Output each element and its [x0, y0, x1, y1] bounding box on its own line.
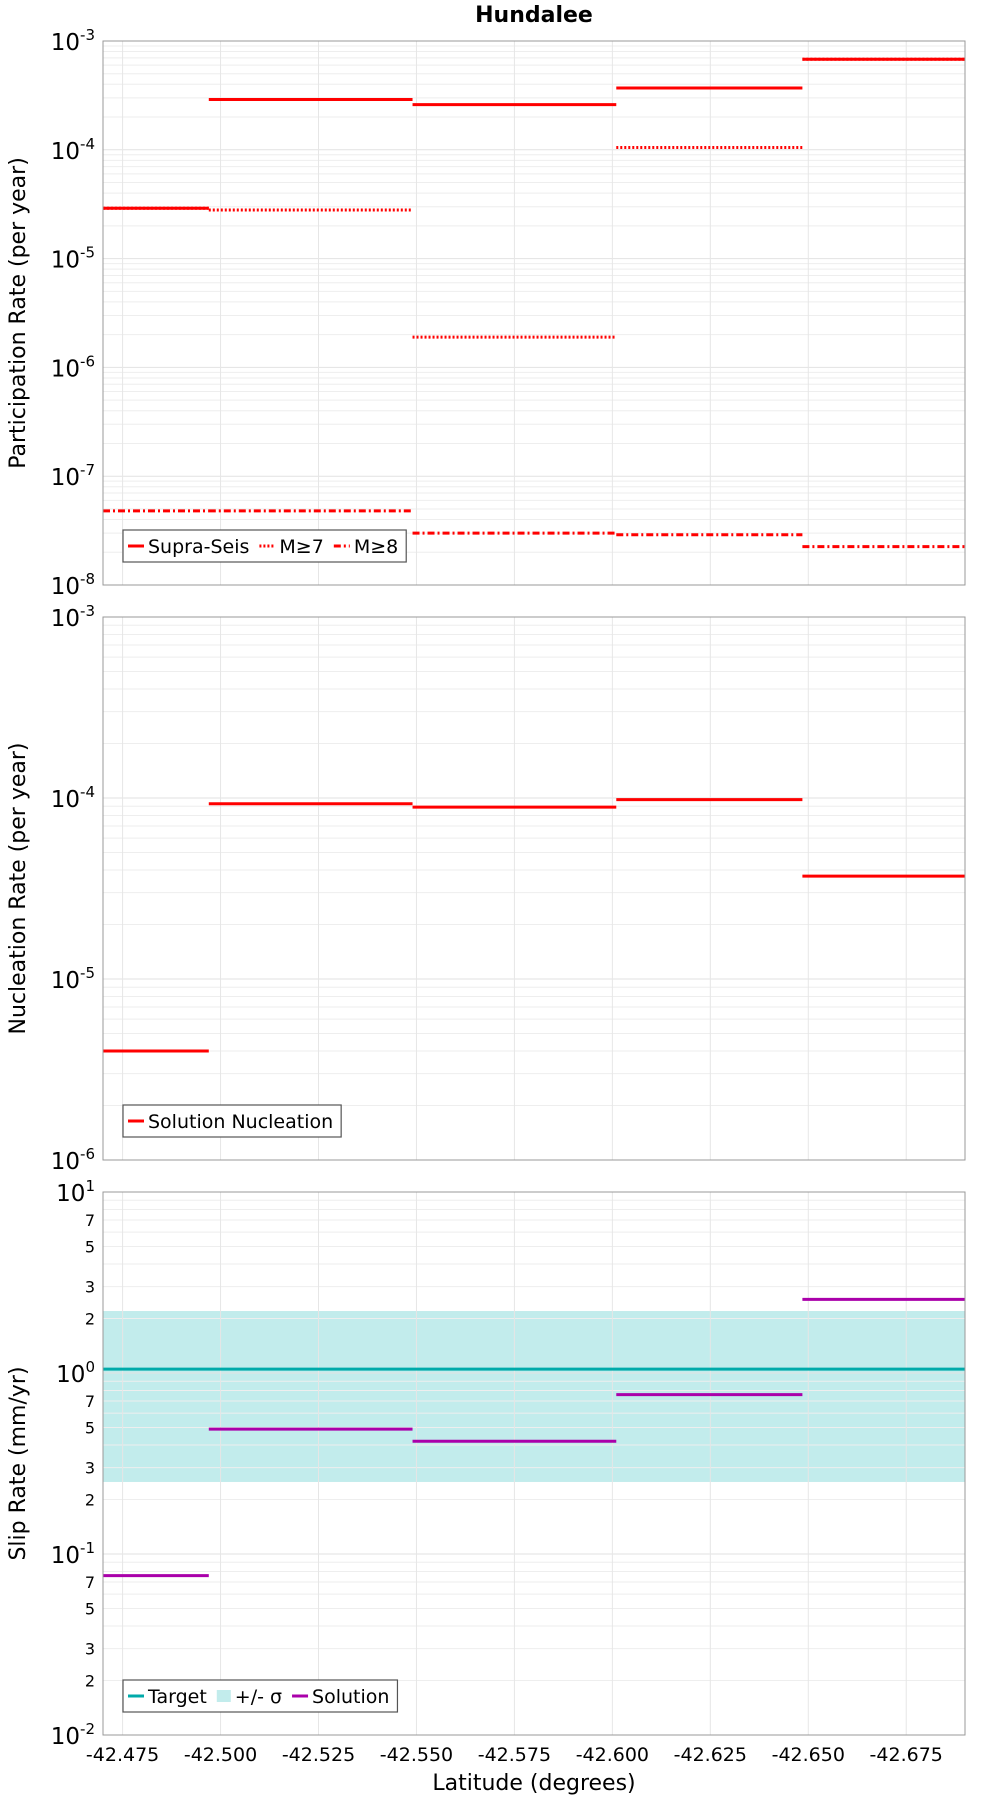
y-tick-label: 10-6: [51, 1145, 95, 1175]
y-minor-tick-label: 7: [85, 1392, 95, 1411]
y-minor-tick-label: 5: [85, 1418, 95, 1437]
panel-frame: [102, 616, 966, 1161]
x-tick-label: -42.475: [86, 1744, 159, 1766]
y-minor-tick-label: 2: [85, 1310, 95, 1329]
x-axis-label: Latitude (degrees): [432, 1771, 635, 1796]
y-tick-label: 10-3: [51, 26, 95, 56]
x-tick-label: -42.550: [380, 1744, 453, 1766]
x-tick-label: -42.625: [674, 1744, 747, 1766]
series-m-7: [103, 57, 965, 339]
y-tick-label: 101: [56, 1177, 95, 1207]
legend-swatch: [216, 1690, 231, 1702]
series-solution: [103, 1297, 965, 1578]
x-tick-label: -42.650: [772, 1744, 845, 1766]
y-tick-label: 10-2: [51, 1720, 95, 1750]
series-solution-nucleation: [103, 798, 965, 1053]
legend-label: M≥7: [279, 536, 323, 558]
panel-frame: [102, 1191, 966, 1736]
y-tick-label: 10-6: [51, 352, 95, 382]
y-axis-label: Participation Rate (per year): [6, 157, 31, 469]
legend-box: [122, 1104, 342, 1138]
legend: Target +/- σ Solution: [122, 1679, 399, 1713]
y-tick-label: 10-3: [51, 602, 95, 632]
panel-3: 10-2 10-1 100 101 2 3 5 7 2 3 5 7 2 3 5 7 Slip Rate (mm/…: [6, 1177, 966, 1750]
y-axis-label: Nucleation Rate (per year): [6, 743, 31, 1035]
legend-label: Solution Nucleation: [148, 1111, 333, 1133]
y-tick-label: 10-1: [51, 1539, 95, 1569]
sigma-band: [103, 1311, 965, 1482]
y-tick-label: 10-4: [51, 783, 95, 813]
legend-label: Solution: [312, 1686, 389, 1708]
y-tick-label: 10-7: [51, 461, 95, 491]
y-tick-label: 10-4: [51, 135, 95, 165]
y-minor-tick-label: 3: [85, 1278, 95, 1297]
x-tick-label: -42.575: [478, 1744, 551, 1766]
legend: Solution Nucleation: [122, 1104, 342, 1138]
y-tick-label: 10-5: [51, 244, 95, 274]
chart-title: Hundalee: [475, 3, 593, 28]
legend: Supra-Seis M≥7 M≥8: [122, 529, 407, 563]
panel-frame: [102, 40, 966, 586]
y-minor-tick-label: 7: [85, 1573, 95, 1592]
legend-label: +/- σ: [235, 1686, 282, 1708]
y-minor-tick-label: 3: [85, 1640, 95, 1659]
series-m-8: [103, 509, 965, 549]
legend-label: Target: [147, 1686, 207, 1708]
y-tick-label: 10-8: [51, 570, 95, 600]
legend-label: Supra-Seis: [148, 536, 249, 558]
y-minor-tick-label: 3: [85, 1459, 95, 1478]
y-tick-label: 10-5: [51, 964, 95, 994]
panel-background: [103, 617, 965, 1160]
y-minor-tick-label: 7: [85, 1211, 95, 1230]
x-tick-label: -42.600: [576, 1744, 649, 1766]
x-tick-label: -42.525: [282, 1744, 355, 1766]
y-minor-tick-label: 2: [85, 1491, 95, 1510]
y-minor-tick-label: 5: [85, 1599, 95, 1618]
y-minor-tick-label: 5: [85, 1237, 95, 1256]
panel-2: 10-6 10-5 10-4 10-3 Nucleation Rate (per yea…: [6, 602, 966, 1175]
x-tick-label: -42.675: [870, 1744, 943, 1766]
y-tick-label: 100: [56, 1358, 95, 1388]
x-tick-label: -42.500: [184, 1744, 257, 1766]
y-minor-tick-label: 2: [85, 1672, 95, 1691]
legend-label: M≥8: [354, 536, 398, 558]
legend-box: [122, 1679, 399, 1713]
y-axis-label: Slip Rate (mm/yr): [6, 1366, 31, 1560]
panel-background: [103, 41, 965, 585]
panel-1: 10-8 10-7 10-6 10-5 10-4 10-3 Participation Ra…: [6, 26, 966, 600]
